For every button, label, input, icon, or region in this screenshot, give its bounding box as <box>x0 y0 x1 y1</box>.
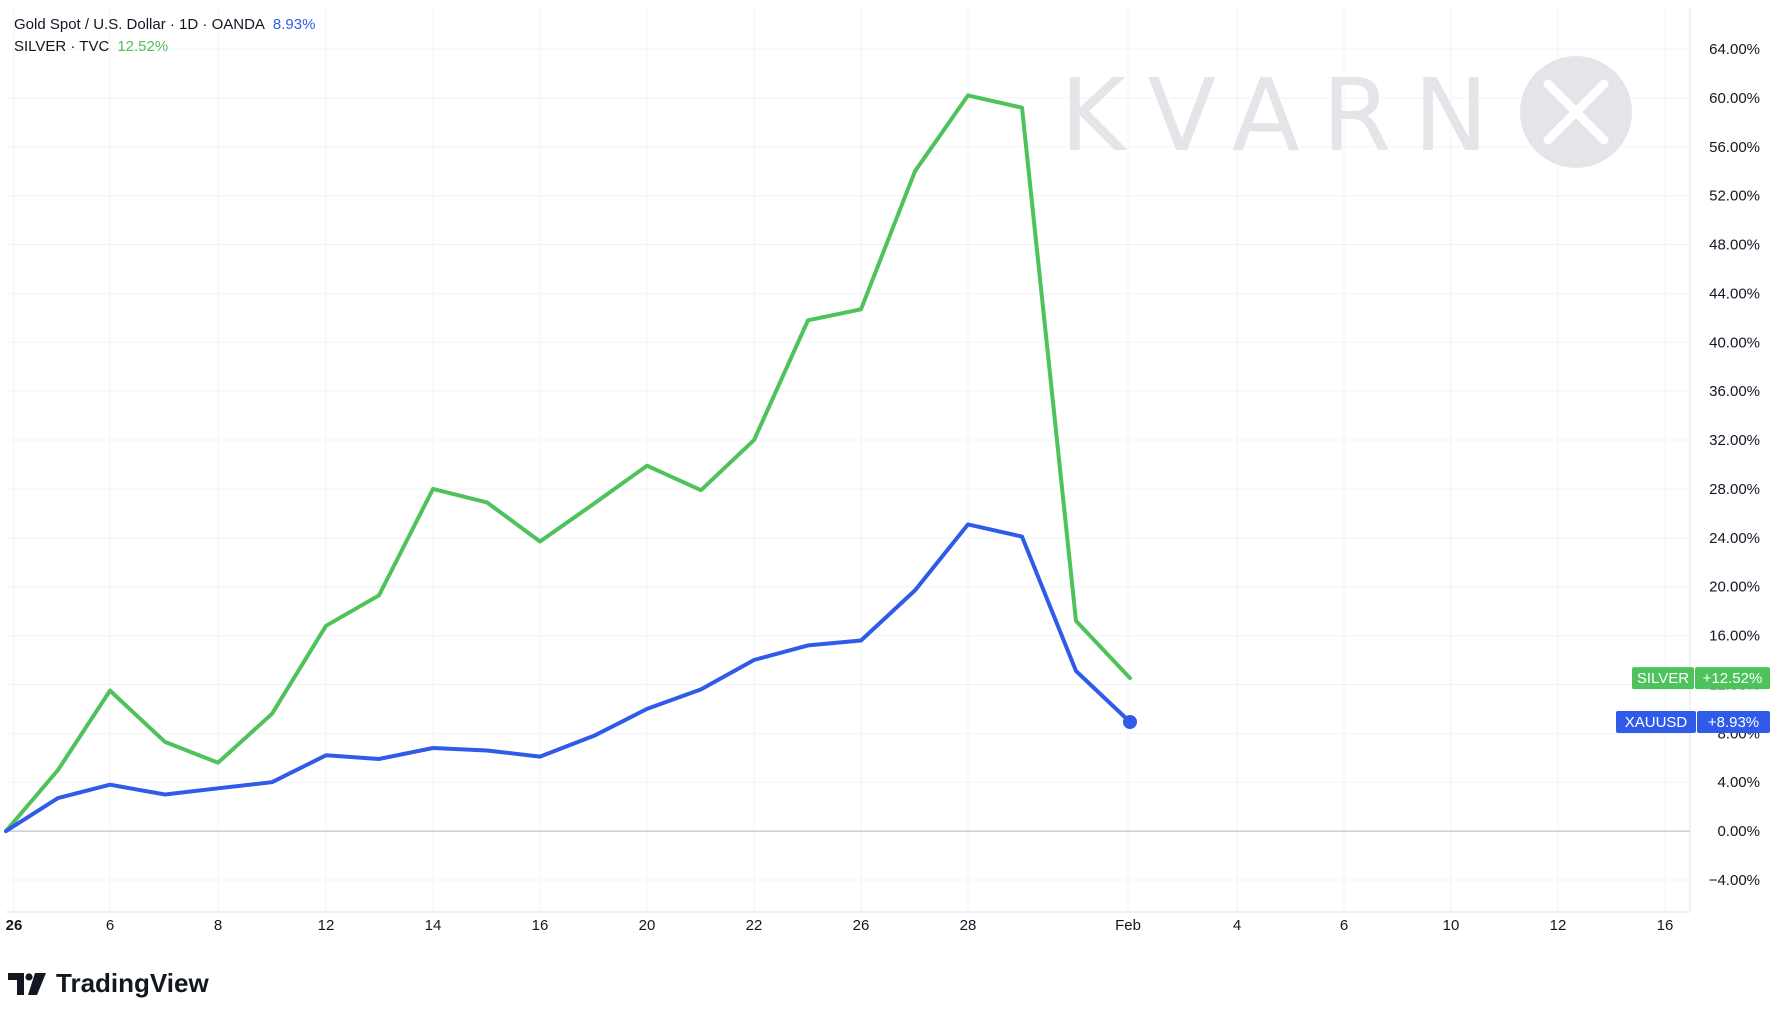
x-tick-label: 26 <box>853 917 870 934</box>
y-tick-label: 48.00% <box>1709 237 1760 254</box>
y-tick-label: 52.00% <box>1709 188 1760 205</box>
y-tick-label: 32.00% <box>1709 432 1760 449</box>
brand-name: TradingView <box>56 968 209 998</box>
price-badges: SILVER +12.52% XAUUSD +8.93% <box>1616 667 1770 733</box>
watermark-text: KVARN <box>1060 57 1510 174</box>
legend-gold-label: Gold Spot / U.S. Dollar · 1D · OANDA <box>14 16 265 33</box>
x-tick-label: 8 <box>214 917 222 934</box>
x-tick-label: 6 <box>1340 917 1348 934</box>
legend-silver-value: 12.52% <box>117 38 169 55</box>
x-tick-label: 10 <box>1443 917 1460 934</box>
x-tick-label: 14 <box>425 917 442 934</box>
x-tick-label: 16 <box>532 917 549 934</box>
badge-value: +12.52% <box>1703 670 1763 687</box>
y-tick-label: 4.00% <box>1717 774 1760 791</box>
series-line-silver[interactable] <box>4 93 1132 834</box>
y-tick-label: 36.00% <box>1709 383 1760 400</box>
badge-value-bg <box>1697 710 1770 733</box>
x-tick-label: 12 <box>1550 917 1567 934</box>
tradingview-logo-icon <box>8 972 46 995</box>
price-badge-silver: SILVER +12.52% <box>1632 667 1770 690</box>
x-tick-label: 6 <box>106 917 114 934</box>
y-tick-label: 56.00% <box>1709 139 1760 156</box>
series-line-xauusd[interactable] <box>4 522 1132 834</box>
y-tick-label: 20.00% <box>1709 579 1760 596</box>
legend-silver[interactable]: SILVER · TVC 12.52% <box>14 38 168 55</box>
y-tick-label: −4.00% <box>1709 872 1760 889</box>
tradingview-brand[interactable]: TradingView <box>8 968 209 999</box>
y-axis[interactable]: 64.00% 60.00% 56.00% 52.00% 48.00% 44.00% 40.0… <box>1709 41 1760 889</box>
y-tick-label: 60.00% <box>1709 90 1760 107</box>
x-tick-label: 12 <box>318 917 335 934</box>
y-tick-label: 24.00% <box>1709 530 1760 547</box>
price-badge-xauusd: XAUUSD +8.93% <box>1616 710 1770 733</box>
legend-silver-label: SILVER · TVC <box>14 38 110 55</box>
x-tick-label: Feb <box>1115 917 1141 934</box>
series-layer <box>4 93 1137 834</box>
x-axis[interactable]: 26 6 8 12 14 16 20 22 26 28 Feb 4 6 10 12 16 <box>6 917 1674 934</box>
y-tick-label: 44.00% <box>1709 285 1760 302</box>
y-tick-label: 0.00% <box>1717 823 1760 840</box>
badge-symbol: SILVER <box>1637 670 1689 687</box>
x-tick-label: 28 <box>960 917 977 934</box>
badge-symbol: XAUUSD <box>1625 714 1688 731</box>
x-tick-label: 20 <box>639 917 656 934</box>
y-tick-label: 16.00% <box>1709 628 1760 645</box>
y-tick-label: 64.00% <box>1709 41 1760 58</box>
y-tick-label: 40.00% <box>1709 334 1760 351</box>
y-tick-label: 28.00% <box>1709 481 1760 498</box>
x-tick-label: 22 <box>746 917 763 934</box>
x-tick-label: 16 <box>1657 917 1674 934</box>
watermark-logo-icon <box>1520 56 1632 168</box>
legend-gold-value: 8.93% <box>272 16 316 33</box>
badge-symbol-bg <box>1616 710 1696 733</box>
badge-value-bg <box>1695 667 1770 690</box>
grid <box>6 8 1691 913</box>
badge-value: +8.93% <box>1708 714 1759 731</box>
x-tick-label: 26 <box>6 917 23 934</box>
badge-symbol-bg <box>1632 667 1694 690</box>
legend-gold[interactable]: Gold Spot / U.S. Dollar · 1D · OANDA 8.93… <box>14 16 315 33</box>
series-last-point <box>1123 714 1137 729</box>
x-tick-label: 4 <box>1233 917 1241 934</box>
